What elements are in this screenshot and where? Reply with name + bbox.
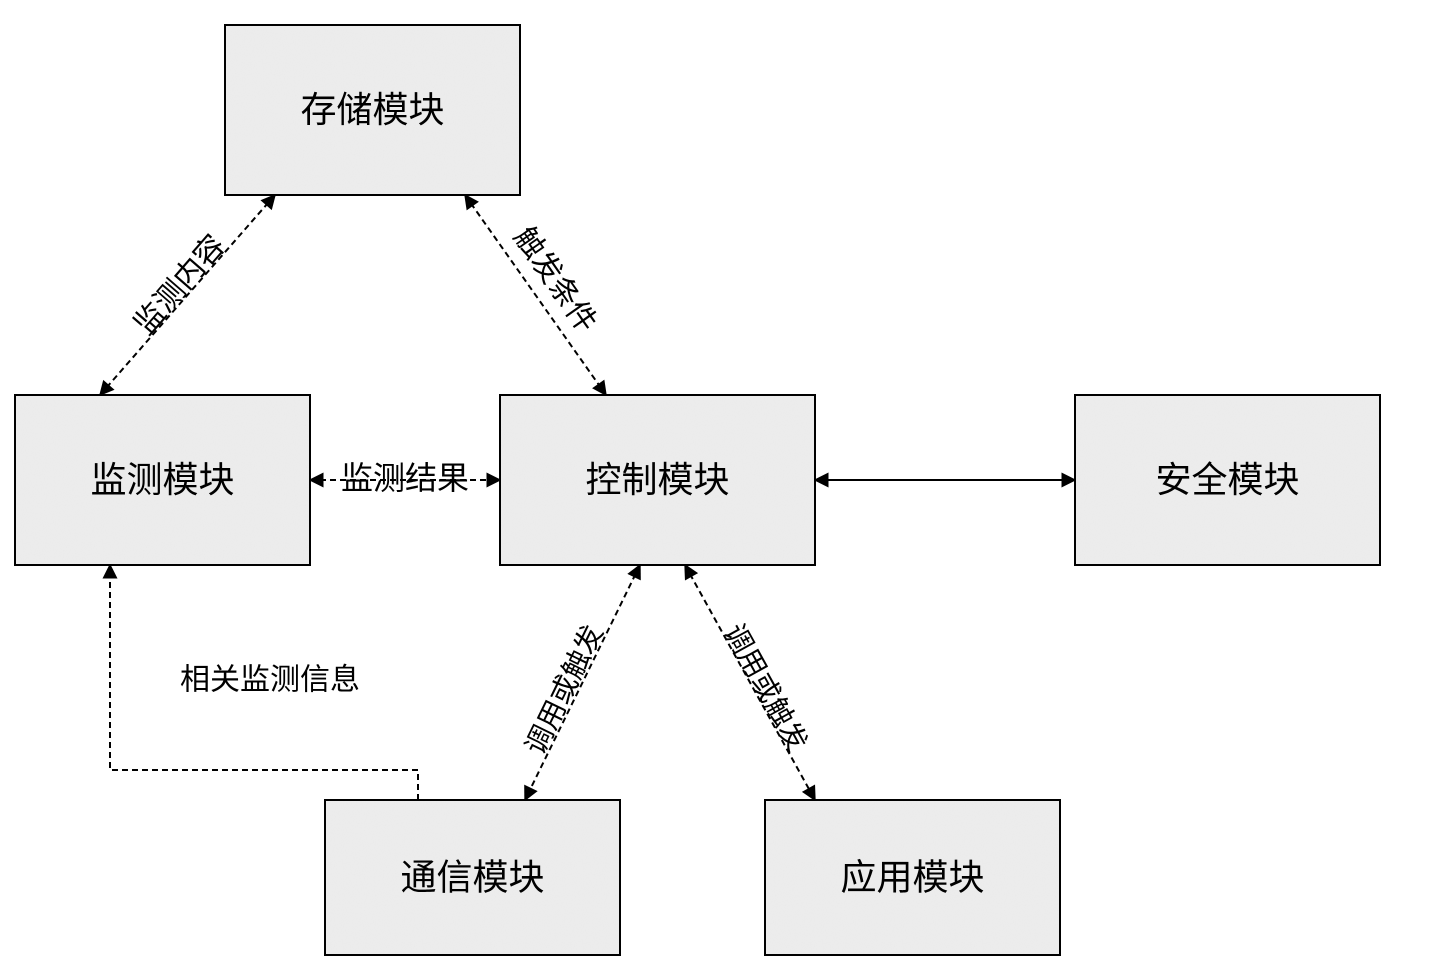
edge-label-storage_bl: 监测内容 xyxy=(128,229,232,341)
edge-label-ctrl_comm: 调用或触发 xyxy=(519,620,609,760)
svg-text:监测结果: 监测结果 xyxy=(341,460,469,496)
monitor-label: 监测模块 xyxy=(90,460,234,500)
storage-node: 存储模块 xyxy=(225,25,520,195)
comm-label: 通信模块 xyxy=(400,858,544,898)
security-node: 安全模块 xyxy=(1075,395,1380,565)
control-label: 控制模块 xyxy=(585,460,729,500)
app-label: 应用模块 xyxy=(840,858,984,898)
app-node: 应用模块 xyxy=(765,800,1060,955)
svg-text:相关监测信息: 相关监测信息 xyxy=(180,664,360,697)
monitor-node: 监测模块 xyxy=(15,395,310,565)
edge-label-comm_mon_poly: 相关监测信息 xyxy=(180,664,360,697)
edge-label-mon_ctrl: 监测结果 xyxy=(341,460,469,496)
security-label: 安全模块 xyxy=(1155,460,1299,500)
edge-label-ctrl_app: 调用或触发 xyxy=(718,619,814,757)
comm-node: 通信模块 xyxy=(325,800,620,955)
svg-text:调用或触发: 调用或触发 xyxy=(519,620,609,760)
svg-text:调用或触发: 调用或触发 xyxy=(718,619,814,757)
control-node: 控制模块 xyxy=(500,395,815,565)
svg-text:监测内容: 监测内容 xyxy=(128,229,232,341)
storage-label: 存储模块 xyxy=(300,90,444,130)
